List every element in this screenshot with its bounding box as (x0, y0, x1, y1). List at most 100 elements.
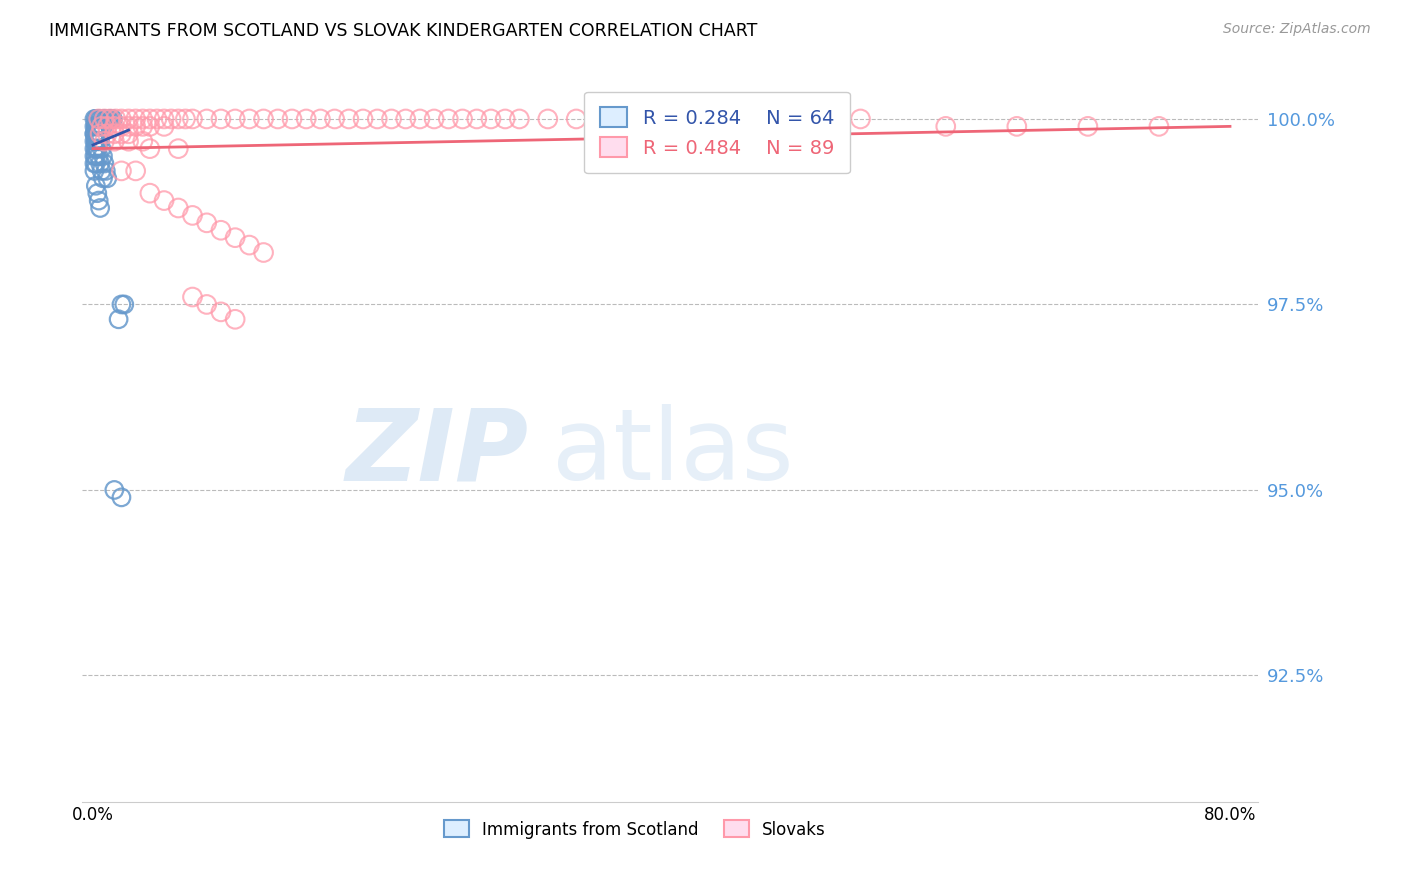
Point (537, 112, 560, 126)
Point (621, 112, 644, 126)
Point (224, 112, 246, 126)
Point (224, 230, 246, 244)
Point (195, 112, 218, 126)
Point (565, 112, 588, 126)
Point (451, 112, 474, 126)
Point (110, 491, 132, 505)
Point (167, 201, 190, 215)
Point (87, 127, 110, 141)
Point (935, 120, 957, 134)
Point (139, 112, 162, 126)
Point (238, 112, 260, 126)
Point (86, 186, 108, 201)
Point (90, 112, 112, 126)
Legend: Immigrants from Scotland, Slovaks: Immigrants from Scotland, Slovaks (437, 814, 832, 846)
Point (593, 112, 616, 126)
Point (84, 149, 107, 163)
Point (295, 112, 318, 126)
Point (181, 208, 204, 222)
Point (849, 112, 872, 126)
Point (86, 112, 108, 126)
Point (1147, 120, 1170, 134)
Point (117, 120, 139, 134)
Point (84, 134, 107, 148)
Point (409, 112, 432, 126)
Point (252, 112, 274, 126)
Point (366, 112, 388, 126)
Point (83, 142, 105, 156)
Point (110, 127, 132, 141)
Point (94, 164, 117, 178)
Point (167, 142, 190, 156)
Point (89, 127, 111, 141)
Point (83, 164, 105, 178)
Point (494, 112, 516, 126)
Point (87, 149, 110, 163)
Point (87, 194, 110, 208)
Point (83, 112, 105, 126)
Point (93, 134, 115, 148)
Point (508, 112, 530, 126)
Text: atlas: atlas (553, 404, 794, 501)
Point (94, 112, 117, 126)
Point (96, 127, 118, 141)
Point (91, 120, 114, 134)
Point (132, 120, 155, 134)
Point (132, 134, 155, 148)
Point (112, 297, 135, 311)
Point (91, 112, 114, 126)
Point (84, 156, 107, 170)
Point (89, 134, 111, 148)
Point (117, 127, 139, 141)
Point (209, 223, 232, 237)
Point (763, 112, 786, 126)
Point (103, 127, 125, 141)
Point (117, 134, 139, 148)
Point (84, 134, 107, 148)
Point (93, 112, 115, 126)
Point (281, 112, 304, 126)
Point (323, 112, 346, 126)
Point (84, 127, 107, 141)
Point (89, 201, 111, 215)
Point (132, 112, 155, 126)
Point (87, 120, 110, 134)
Point (87, 112, 110, 126)
Point (84, 112, 107, 126)
Point (465, 112, 488, 126)
Point (479, 112, 502, 126)
Point (91, 149, 114, 163)
Point (209, 305, 232, 319)
Point (679, 112, 702, 126)
Point (224, 312, 246, 326)
Point (86, 127, 108, 141)
Point (96, 120, 118, 134)
Point (101, 112, 124, 126)
Point (209, 112, 232, 126)
Point (97, 112, 120, 126)
Point (90, 120, 112, 134)
Point (89, 112, 111, 126)
Point (110, 120, 132, 134)
Point (437, 112, 460, 126)
Point (104, 112, 127, 126)
Point (89, 127, 111, 141)
Point (124, 112, 146, 126)
Point (107, 312, 129, 326)
Point (84, 120, 107, 134)
Point (93, 112, 115, 126)
Point (86, 134, 108, 148)
Point (103, 120, 125, 134)
Point (181, 112, 204, 126)
Point (96, 112, 118, 126)
Point (153, 194, 176, 208)
Point (83, 120, 105, 134)
Point (110, 112, 132, 126)
Text: Source: ZipAtlas.com: Source: ZipAtlas.com (1223, 22, 1371, 37)
Point (238, 238, 260, 252)
Point (89, 120, 111, 134)
Point (98, 112, 121, 126)
Point (83, 127, 105, 141)
Point (160, 112, 183, 126)
Point (84, 120, 107, 134)
